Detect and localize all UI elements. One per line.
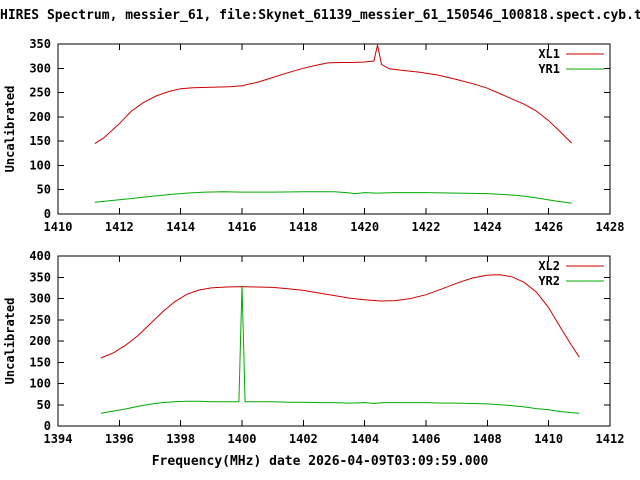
y-axis-label: Uncalibrated	[3, 298, 17, 385]
svg-text:1418: 1418	[289, 220, 318, 234]
svg-text:1428: 1428	[596, 220, 625, 234]
series-YR1	[94, 191, 572, 204]
spectrum-chart-bottom: 1394 1396 1398 1400 1402 1404 1406 1408 1410 1412…	[3, 249, 625, 446]
svg-text:300: 300	[29, 292, 51, 306]
svg-text:150: 150	[29, 355, 51, 369]
svg-text:1406: 1406	[412, 432, 441, 446]
x-axis-label: Frequency(MHz) date 2026-04-09T03:09:59.…	[151, 454, 489, 469]
svg-text:1412: 1412	[596, 432, 625, 446]
legend-label: XL2	[538, 259, 560, 273]
svg-text:1426: 1426	[534, 220, 563, 234]
series-XL1	[94, 44, 573, 145]
svg-text:1404: 1404	[350, 432, 379, 446]
svg-text:50: 50	[37, 398, 51, 412]
svg-text:0: 0	[44, 419, 51, 433]
svg-text:1394: 1394	[44, 432, 73, 446]
svg-text:0: 0	[44, 207, 51, 221]
svg-text:1402: 1402	[289, 432, 318, 446]
series-XL2	[100, 274, 580, 359]
svg-text:150: 150	[29, 134, 51, 148]
svg-text:200: 200	[29, 110, 51, 124]
svg-text:50: 50	[37, 183, 51, 197]
legend-label: YR2	[538, 274, 560, 288]
svg-text:1422: 1422	[412, 220, 441, 234]
svg-text:1412: 1412	[105, 220, 134, 234]
svg-text:200: 200	[29, 334, 51, 348]
spectrum-chart-top: 1410 1412 1414 1416 1418 1420 1422 1424 1426 1428…	[3, 37, 625, 234]
svg-text:1410: 1410	[44, 220, 73, 234]
svg-text:350: 350	[29, 37, 51, 51]
chart-title: HIRES Spectrum, messier_61, file:Skynet_…	[0, 8, 640, 23]
svg-text:250: 250	[29, 86, 51, 100]
legend-label: YR1	[538, 62, 560, 76]
svg-text:1424: 1424	[473, 220, 502, 234]
svg-text:1416: 1416	[228, 220, 257, 234]
svg-text:100: 100	[29, 377, 51, 391]
svg-text:300: 300	[29, 61, 51, 75]
svg-text:1420: 1420	[350, 220, 379, 234]
svg-text:1400: 1400	[228, 432, 257, 446]
svg-text:350: 350	[29, 270, 51, 284]
series-YR2	[100, 285, 580, 414]
svg-text:1396: 1396	[105, 432, 134, 446]
legend-label: XL1	[538, 47, 560, 61]
svg-text:1398: 1398	[166, 432, 195, 446]
svg-text:1408: 1408	[473, 432, 502, 446]
svg-text:1410: 1410	[534, 432, 563, 446]
svg-text:1414: 1414	[166, 220, 195, 234]
gnuplot-figure: HIRES Spectrum, messier_61, file:Skynet_…	[0, 8, 640, 469]
svg-text:100: 100	[29, 158, 51, 172]
svg-text:250: 250	[29, 313, 51, 327]
y-axis-label: Uncalibrated	[3, 86, 17, 173]
svg-text:400: 400	[29, 249, 51, 263]
